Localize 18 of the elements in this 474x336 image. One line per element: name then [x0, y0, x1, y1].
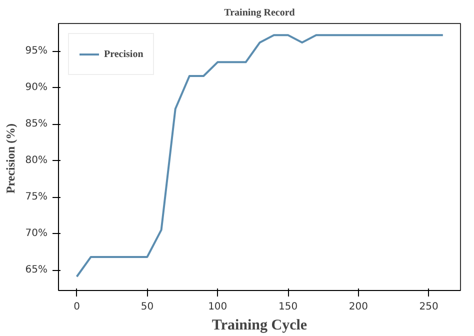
chart-title: Training Record — [224, 8, 296, 18]
line-series — [76, 34, 444, 278]
x-tick-label: 0 — [74, 302, 80, 312]
legend-label: Precision — [104, 48, 144, 60]
x-axis-title: Training Cycle — [212, 318, 308, 334]
y-tick-label: 80% — [25, 155, 48, 166]
y-tick-label: 70% — [25, 228, 48, 240]
y-tick-label: 75% — [25, 192, 48, 203]
y-tick-label: 85% — [25, 118, 48, 130]
x-tick-label: 200 — [348, 302, 368, 312]
x-tick-label: 250 — [419, 302, 438, 312]
y-tick-label: 95% — [25, 46, 48, 57]
y-tick-label: 65% — [25, 264, 48, 276]
x-tick-label: 50 — [140, 302, 154, 312]
y-axis-title: Precision (%) — [3, 123, 18, 194]
x-tick-label: 150 — [278, 302, 298, 312]
x-tick-label: 100 — [208, 302, 228, 312]
y-tick-label: 90% — [25, 82, 48, 94]
